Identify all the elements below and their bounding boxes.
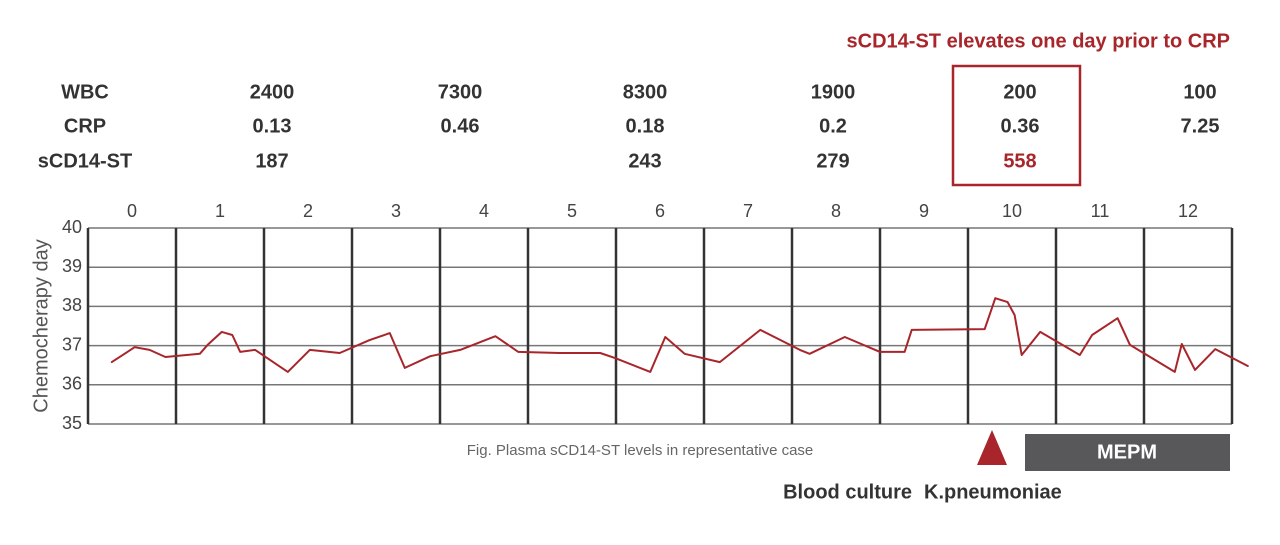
x-tick-label: 2 xyxy=(303,201,313,221)
x-tick-label: 11 xyxy=(1091,201,1110,221)
table-cell: 279 xyxy=(816,150,849,172)
y-tick-label: 39 xyxy=(62,256,82,276)
x-tick-label: 0 xyxy=(127,201,137,221)
table-cell: 187 xyxy=(255,150,288,172)
y-tick-label: 35 xyxy=(62,413,82,433)
table-cell: 0.18 xyxy=(626,115,665,137)
table-cell: 100 xyxy=(1183,81,1216,103)
highlight-box xyxy=(951,64,1082,187)
row-label: sCD14-ST xyxy=(38,150,132,172)
organism-label: K.pneumoniae xyxy=(924,481,1062,503)
row-label: WBC xyxy=(61,81,109,103)
table-cell: 7300 xyxy=(438,81,483,103)
table-cell: 243 xyxy=(628,150,661,172)
table-cell: 7.25 xyxy=(1181,115,1220,137)
mepm-label: MEPM xyxy=(1097,441,1157,463)
x-tick-label: 8 xyxy=(831,201,841,221)
blood-culture-label: Blood culture xyxy=(783,481,912,503)
temperature-line xyxy=(110,297,1249,373)
table-cell: 0.36 xyxy=(1001,115,1040,137)
table-cell: 200 xyxy=(1003,81,1036,103)
blood-culture-marker xyxy=(977,430,1007,465)
table-cell: 8300 xyxy=(623,81,668,103)
x-tick-label: 3 xyxy=(391,201,401,221)
annotation: sCD14-ST elevates one day prior to CRP xyxy=(847,30,1230,52)
caption: Fig. Plasma sCD14-ST levels in represent… xyxy=(467,442,814,459)
x-tick-label: 1 xyxy=(215,201,225,221)
table-cell: 0.13 xyxy=(253,115,292,137)
y-tick-label: 36 xyxy=(62,374,82,394)
x-tick-label: 9 xyxy=(919,201,929,221)
x-tick-label: 12 xyxy=(1178,201,1198,221)
table-cell: 558 xyxy=(1003,150,1036,172)
x-tick-label: 6 xyxy=(655,201,665,221)
row-label: CRP xyxy=(64,115,106,137)
x-tick-label: 4 xyxy=(479,201,489,221)
table-cell: 0.46 xyxy=(441,115,480,137)
x-tick-label: 7 xyxy=(743,201,753,221)
table-cell: 1900 xyxy=(811,81,856,103)
mepm-bar xyxy=(1025,434,1230,471)
table-cell: 2400 xyxy=(250,81,295,103)
table-cell: 0.2 xyxy=(819,115,847,137)
y-tick-label: 38 xyxy=(62,295,82,315)
y-tick-label: 40 xyxy=(62,217,82,237)
x-tick-label: 5 xyxy=(567,201,577,221)
y-axis-label: Chemocherapy day xyxy=(30,239,52,412)
y-tick-label: 37 xyxy=(62,334,82,354)
x-tick-label: 10 xyxy=(1002,201,1022,221)
